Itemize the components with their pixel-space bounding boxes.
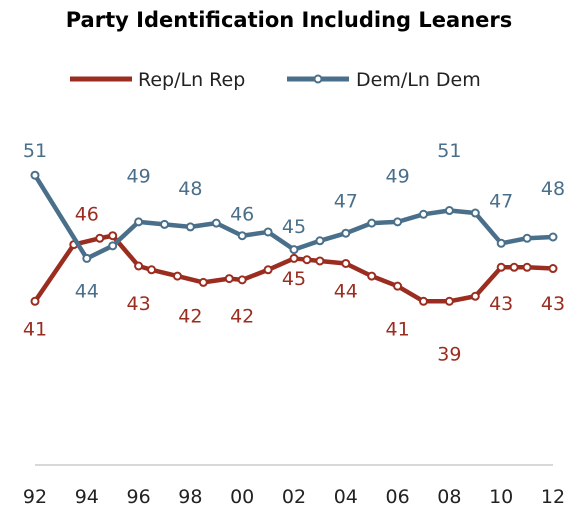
data-point-marker	[263, 265, 273, 275]
series-1	[30, 170, 558, 263]
data-point-marker	[30, 296, 40, 306]
data-label: 45	[282, 216, 306, 238]
data-point-marker	[302, 255, 312, 265]
data-point-marker	[95, 233, 105, 243]
data-point-marker	[108, 231, 118, 241]
data-point-marker	[198, 277, 208, 287]
data-point-marker	[367, 218, 377, 228]
x-tick-label: 10	[489, 486, 513, 506]
data-point-marker	[263, 227, 273, 237]
data-point-marker	[289, 253, 299, 263]
data-point-marker	[444, 206, 454, 216]
data-label: 44	[334, 280, 358, 302]
data-label: 51	[23, 140, 47, 162]
x-tick-label: 98	[178, 486, 202, 506]
x-axis: 92 94 96 98 00 02 04 06 08 10 12	[23, 464, 565, 506]
data-point-marker	[509, 262, 519, 272]
data-point-marker	[289, 245, 299, 255]
x-tick-label: 12	[541, 486, 565, 506]
data-label: 47	[489, 191, 513, 213]
data-point-marker	[315, 256, 325, 266]
series-line	[32, 233, 556, 304]
x-tick-label: 08	[437, 486, 461, 506]
data-point-marker	[496, 238, 506, 248]
data-label: 46	[75, 203, 99, 225]
data-label: 47	[334, 191, 358, 213]
data-point-marker	[237, 231, 247, 241]
data-point-marker	[237, 275, 247, 285]
data-label: 39	[437, 344, 461, 366]
data-label: 49	[386, 165, 410, 187]
data-label: 42	[230, 306, 254, 328]
data-point-marker	[444, 296, 454, 306]
data-point-marker	[522, 262, 532, 272]
data-point-marker	[393, 281, 403, 291]
data-point-marker	[470, 291, 480, 301]
data-label: 42	[178, 306, 202, 328]
data-point-marker	[30, 170, 40, 180]
data-point-marker	[211, 218, 221, 228]
data-label: 43	[489, 293, 513, 315]
data-point-marker	[548, 264, 558, 274]
data-point-marker	[147, 265, 157, 275]
x-tick-label: 96	[127, 486, 151, 506]
legend-entry-label: Dem/Ln Dem	[356, 69, 481, 91]
data-label: 45	[282, 268, 306, 290]
data-label: 51	[437, 140, 461, 162]
data-label: 43	[541, 293, 565, 315]
x-tick-label: 02	[282, 486, 306, 506]
data-point-marker	[367, 271, 377, 281]
data-point-marker	[160, 219, 169, 229]
data-point-marker	[419, 296, 428, 306]
data-point-marker	[393, 217, 403, 227]
series-layer	[30, 170, 558, 306]
data-point-marker	[185, 222, 195, 232]
legend-entry-label: Rep/Ln Rep	[138, 69, 245, 91]
chart-legend: Rep/Ln Rep Dem/Ln Dem	[70, 69, 481, 91]
data-point-marker	[419, 209, 428, 219]
data-point-marker	[522, 233, 532, 243]
data-point-marker	[172, 271, 182, 281]
data-point-marker	[341, 228, 351, 238]
chart-title: Party Identification Including Leaners	[65, 8, 513, 32]
data-point-marker	[224, 274, 234, 284]
legend-swatch-marker	[313, 74, 323, 84]
data-point-marker	[470, 208, 480, 218]
x-tick-label: 92	[23, 486, 47, 506]
data-point-marker	[134, 217, 144, 227]
data-point-marker	[134, 261, 144, 271]
data-point-marker	[341, 258, 351, 268]
x-tick-label: 06	[386, 486, 410, 506]
data-label-layer: 41 46 43 42 42 45 44 41 39 43 43 51 44 49 48 46 45 47 49 51…	[23, 140, 565, 365]
data-point-marker	[315, 236, 325, 246]
data-label: 41	[23, 318, 47, 340]
data-label: 49	[127, 165, 151, 187]
data-point-marker	[82, 253, 92, 263]
data-label: 48	[178, 178, 202, 200]
data-label: 41	[386, 318, 410, 340]
data-label: 48	[541, 178, 565, 200]
data-label: 46	[230, 203, 254, 225]
x-tick-label: 94	[75, 486, 99, 506]
data-label: 44	[75, 280, 99, 302]
data-label: 43	[127, 293, 151, 315]
x-tick-label: 04	[334, 486, 358, 506]
data-point-marker	[548, 232, 558, 242]
data-point-marker	[108, 241, 118, 251]
x-tick-label: 00	[230, 486, 254, 506]
data-point-marker	[496, 262, 506, 272]
